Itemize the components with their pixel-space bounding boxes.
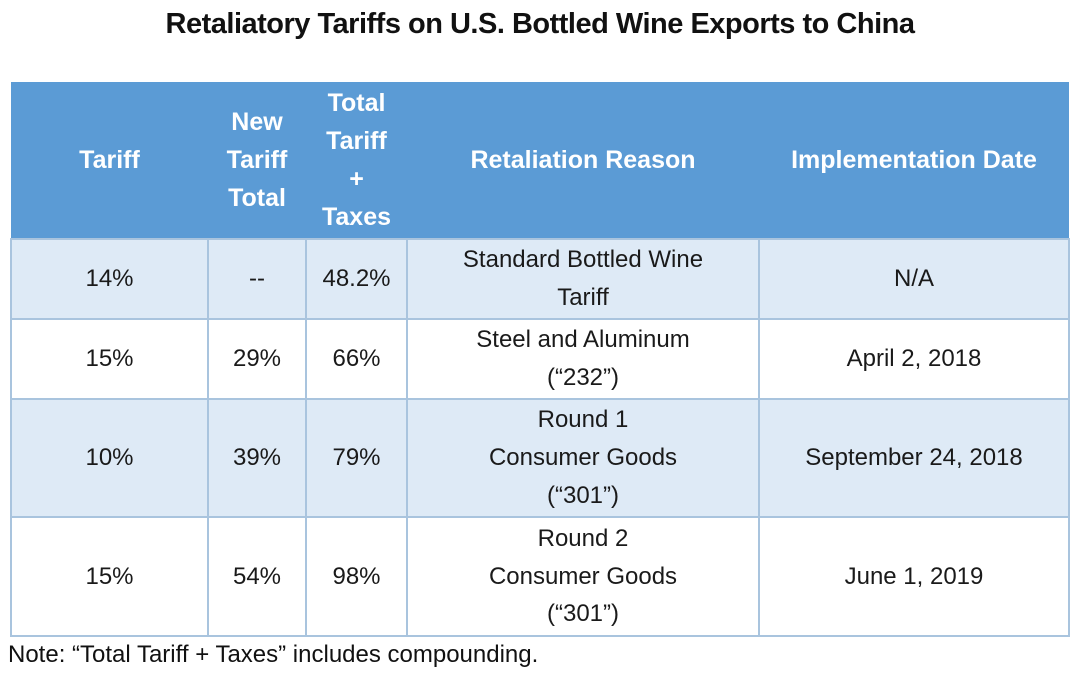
header-cell-implementation-date: Implementation Date <box>759 82 1069 239</box>
cell-total-tariff-taxes: 98% <box>305 516 408 637</box>
cell-implementation-date: June 1, 2019 <box>758 516 1070 637</box>
cell-total-tariff-taxes: 79% <box>305 398 408 518</box>
cell-new-tariff-total: 39% <box>207 398 307 518</box>
footnote: Note: “Total Tariff + Taxes” includes co… <box>8 641 539 668</box>
cell-implementation-date: N/A <box>758 238 1070 320</box>
cell-new-tariff-total: 29% <box>207 318 307 400</box>
cell-tariff: 10% <box>10 398 209 518</box>
header-cell-new-tariff-total: New Tariff Total <box>208 82 306 239</box>
page-title: Retaliatory Tariffs on U.S. Bottled Wine… <box>165 8 915 40</box>
cell-retaliation-reason: Steel and Aluminum (“232”) <box>406 318 760 400</box>
cell-implementation-date: September 24, 2018 <box>758 398 1070 518</box>
table-body: 14% -- 48.2% Standard Bottled Wine Tarif… <box>10 238 1070 637</box>
cell-new-tariff-total: 54% <box>207 516 307 637</box>
tariff-table: Tariff New Tariff Total Total Tariff + T… <box>10 82 1070 637</box>
cell-retaliation-reason: Round 2 Consumer Goods (“301”) <box>406 516 760 637</box>
header-cell-total-tariff-taxes: Total Tariff + Taxes <box>306 82 407 239</box>
cell-retaliation-reason: Standard Bottled Wine Tariff <box>406 238 760 320</box>
cell-implementation-date: April 2, 2018 <box>758 318 1070 400</box>
cell-total-tariff-taxes: 66% <box>305 318 408 400</box>
cell-total-tariff-taxes: 48.2% <box>305 238 408 320</box>
cell-new-tariff-total: -- <box>207 238 307 320</box>
cell-tariff: 14% <box>10 238 209 320</box>
table-row: 14% -- 48.2% Standard Bottled Wine Tarif… <box>10 238 1070 320</box>
header-cell-tariff: Tariff <box>11 82 208 239</box>
table-row: 15% 54% 98% Round 2 Consumer Goods (“301… <box>10 516 1070 637</box>
table-header: Tariff New Tariff Total Total Tariff + T… <box>11 82 1069 239</box>
header-cell-retaliation-reason: Retaliation Reason <box>407 82 759 239</box>
cell-tariff: 15% <box>10 318 209 400</box>
header-row: Tariff New Tariff Total Total Tariff + T… <box>11 82 1069 239</box>
cell-retaliation-reason: Round 1 Consumer Goods (“301”) <box>406 398 760 518</box>
cell-tariff: 15% <box>10 516 209 637</box>
table-row: 10% 39% 79% Round 1 Consumer Goods (“301… <box>10 398 1070 518</box>
table-row: 15% 29% 66% Steel and Aluminum (“232”) A… <box>10 318 1070 400</box>
